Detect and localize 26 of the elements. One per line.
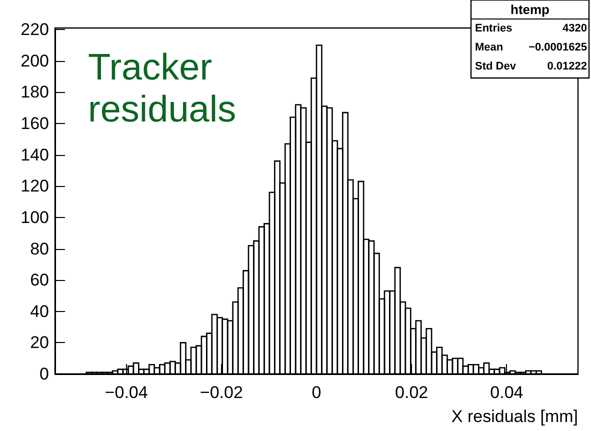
text: htemp — [510, 2, 550, 17]
annotation: 4320 — [562, 22, 587, 34]
y-tick-label: 220 — [20, 20, 49, 40]
annotation: Std Dev — [475, 60, 517, 72]
x-tick-label: 0.02 — [395, 383, 428, 402]
annotation: Mean — [475, 42, 504, 54]
x-tick-label: −0.04 — [104, 383, 148, 402]
y-tick-label: 40 — [30, 302, 49, 321]
y-tick-label: 100 — [20, 208, 49, 227]
y-tick-label: 140 — [20, 145, 49, 164]
x-tick-label: 0.04 — [490, 383, 524, 402]
annotation: Tracker residuals — [88, 46, 236, 130]
x-axis-title: X residuals [mm] — [451, 407, 578, 426]
y-tick-label: 180 — [20, 82, 49, 102]
y-tick-label: 60 — [30, 270, 49, 290]
annotation: Entries — [475, 22, 512, 34]
annotation: −0.0001625 — [528, 42, 587, 54]
y-tick-label: 20 — [30, 333, 49, 352]
x-tick-label: −0.02 — [200, 383, 243, 402]
y-tick-label: 80 — [30, 239, 49, 258]
x-tick-label: 0 — [312, 383, 322, 402]
annotation: 0.01222 — [547, 60, 587, 72]
y-tick-label: 200 — [20, 51, 49, 70]
y-tick-label: 160 — [20, 114, 49, 133]
y-tick-label: 0 — [40, 364, 49, 384]
y-tick-label: 120 — [20, 176, 49, 196]
